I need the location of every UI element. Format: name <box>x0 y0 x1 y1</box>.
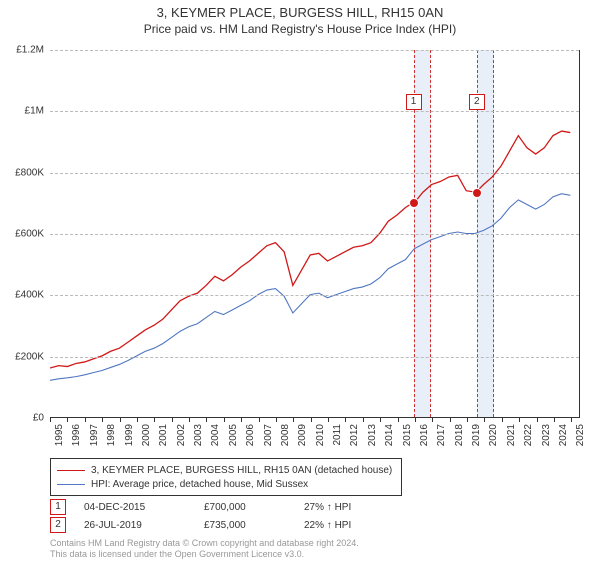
y-tick-label: £800K <box>15 167 44 178</box>
credits-text: Contains HM Land Registry data © Crown c… <box>50 538 580 561</box>
x-tick-label: 1995 <box>54 424 65 446</box>
x-tick-label: 2006 <box>245 424 256 446</box>
x-tick-label: 2012 <box>349 424 360 446</box>
event-row: 2 26-JUL-2019£735,00022% ↑ HPI <box>50 516 580 534</box>
x-tick-label: 2002 <box>176 424 187 446</box>
plot-area: 12 <box>50 50 580 418</box>
x-tick-label: 2020 <box>488 424 499 446</box>
x-tick-label: 2021 <box>506 424 517 446</box>
x-tick-label: 2005 <box>228 424 239 446</box>
event-price: £700,000 <box>204 502 304 513</box>
x-tick-label: 2017 <box>436 424 447 446</box>
legend-item: HPI: Average price, detached house, Mid … <box>57 477 395 491</box>
credits-line: Contains HM Land Registry data © Crown c… <box>50 538 580 549</box>
x-tick-label: 2015 <box>402 424 413 446</box>
x-tick-label: 2004 <box>210 424 221 446</box>
x-tick-label: 2007 <box>263 424 274 446</box>
legend-label: HPI: Average price, detached house, Mid … <box>91 479 308 490</box>
y-tick-label: £1.2M <box>16 45 44 56</box>
series-hpi <box>50 194 570 381</box>
event-id-box: 1 <box>50 499 66 515</box>
y-tick-label: £1M <box>25 106 44 117</box>
legend-item: 3, KEYMER PLACE, BURGESS HILL, RH15 0AN … <box>57 463 395 477</box>
x-tick-label: 2008 <box>280 424 291 446</box>
series-price_paid <box>50 131 570 368</box>
x-tick-label: 2010 <box>315 424 326 446</box>
gridline <box>50 234 579 235</box>
x-tick-label: 2016 <box>419 424 430 446</box>
event-marker <box>472 188 482 198</box>
x-tick-label: 1996 <box>71 424 82 446</box>
y-axis-labels: £0£200K£400K£600K£800K£1M£1.2M <box>0 50 48 418</box>
x-tick-label: 1999 <box>124 424 135 446</box>
x-tick-label: 2000 <box>141 424 152 446</box>
event-marker-label: 1 <box>406 94 422 110</box>
event-price: £735,000 <box>204 520 304 531</box>
x-tick-label: 2019 <box>471 424 482 446</box>
event-pct: 27% ↑ HPI <box>304 502 404 513</box>
credits-line: This data is licensed under the Open Gov… <box>50 549 580 560</box>
x-tick-label: 2024 <box>558 424 569 446</box>
event-date: 26-JUL-2019 <box>84 520 204 531</box>
x-tick-label: 2025 <box>575 424 586 446</box>
x-tick-label: 2014 <box>384 424 395 446</box>
y-tick-label: £400K <box>15 290 44 301</box>
event-marker-label: 2 <box>469 94 485 110</box>
x-tick-label: 1998 <box>106 424 117 446</box>
x-axis-labels: 1995 1996 1997 1998 1999 2000 2001 2002 2003 2004… <box>50 422 580 462</box>
y-tick-label: £600K <box>15 229 44 240</box>
y-tick-label: £0 <box>33 413 44 424</box>
legend-swatch <box>57 470 85 471</box>
chart-container: 3, KEYMER PLACE, BURGESS HILL, RH15 0AN … <box>0 4 600 564</box>
y-tick-label: £200K <box>15 351 44 362</box>
x-tick-label: 1997 <box>89 424 100 446</box>
gridline <box>50 295 579 296</box>
x-tick-label: 2011 <box>332 424 343 446</box>
x-tick-label: 2018 <box>454 424 465 446</box>
events-table: 1 04-DEC-2015£700,00027% ↑ HPI 2 26-JUL-201… <box>50 498 580 534</box>
event-id-box: 2 <box>50 517 66 533</box>
gridline <box>50 357 579 358</box>
legend-swatch <box>57 484 85 485</box>
chart-title: 3, KEYMER PLACE, BURGESS HILL, RH15 0AN <box>0 4 600 22</box>
event-marker <box>409 198 419 208</box>
event-pct: 22% ↑ HPI <box>304 520 404 531</box>
gridline <box>50 111 579 112</box>
x-tick-label: 2023 <box>541 424 552 446</box>
x-tick-label: 2009 <box>297 424 308 446</box>
x-tick-label: 2022 <box>523 424 534 446</box>
event-row: 1 04-DEC-2015£700,00027% ↑ HPI <box>50 498 580 516</box>
legend-box: 3, KEYMER PLACE, BURGESS HILL, RH15 0AN … <box>50 458 402 496</box>
x-tick-label: 2013 <box>367 424 378 446</box>
x-tick-label: 2003 <box>193 424 204 446</box>
gridline <box>50 50 579 51</box>
event-date: 04-DEC-2015 <box>84 502 204 513</box>
chart-subtitle: Price paid vs. HM Land Registry's House … <box>0 22 600 36</box>
legend-label: 3, KEYMER PLACE, BURGESS HILL, RH15 0AN … <box>91 465 392 476</box>
x-tick-label: 2001 <box>158 424 169 446</box>
gridline <box>50 173 579 174</box>
